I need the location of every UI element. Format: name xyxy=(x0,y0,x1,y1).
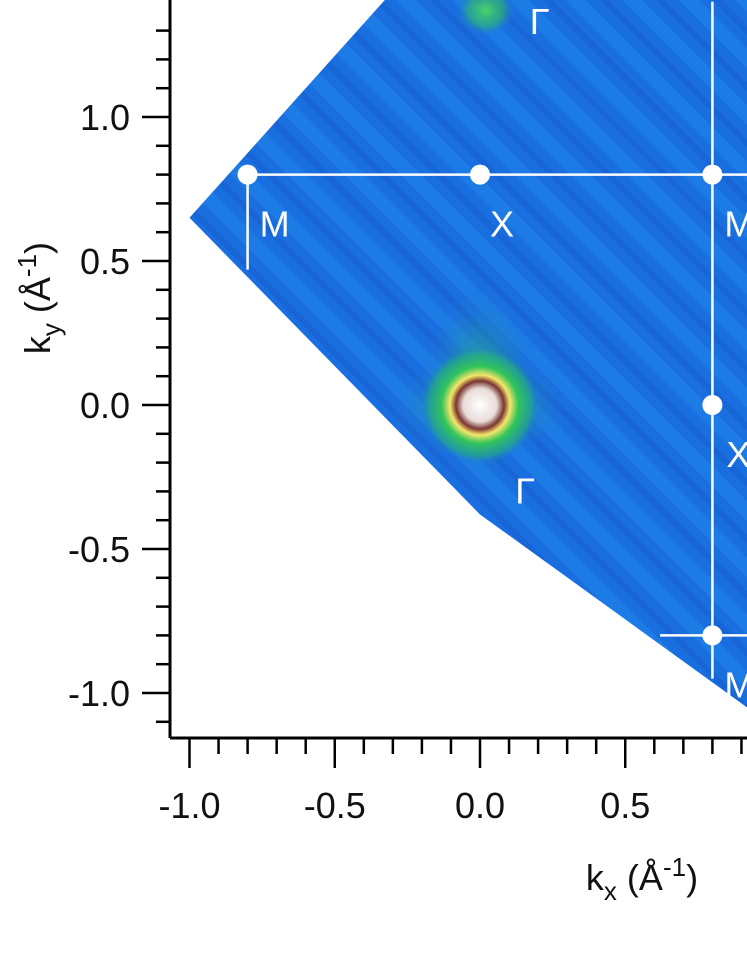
x-axis-label: kx (Å-1) xyxy=(586,852,698,906)
symmetry-point-dot xyxy=(702,395,723,415)
symmetry-point-label: M xyxy=(260,204,290,245)
y-axis-label: ky (Å-1) xyxy=(12,242,66,354)
intensity-spot xyxy=(455,0,516,37)
y-tick-label: 0.0 xyxy=(80,385,130,426)
symmetry-point-label: M xyxy=(724,204,747,245)
symmetry-point-dot xyxy=(237,164,258,185)
x-tick-label: -1.0 xyxy=(158,785,220,826)
y-tick-label: 0.5 xyxy=(80,241,130,282)
symmetry-point-label: X xyxy=(490,204,514,245)
gamma-label: Γ xyxy=(515,470,535,511)
intensity-spot xyxy=(420,345,540,465)
symmetry-point-dot xyxy=(702,625,723,646)
x-tick-label: 0.0 xyxy=(455,785,505,826)
symmetry-point-label: M xyxy=(724,664,747,705)
y-tick-label: -0.5 xyxy=(68,529,130,570)
x-tick-label: 0.5 xyxy=(600,785,650,826)
brillouin-zone-lines xyxy=(246,1,747,679)
high-symmetry-points: M X M X M Γ Γ xyxy=(237,1,747,705)
y-tick-label: 1.0 xyxy=(80,97,130,138)
symmetry-point-dot xyxy=(702,164,723,185)
x-tick-label: -0.5 xyxy=(304,785,366,826)
gamma-label: Γ xyxy=(530,1,550,42)
axes: -1.0 -0.5 0.0 0.5 1.0 -1.0 -0.5 0.0 0.5 kx (Å-1) k… xyxy=(12,0,747,906)
symmetry-point-label: X xyxy=(726,434,747,475)
symmetry-point-dot xyxy=(470,164,490,185)
y-tick-label: -1.0 xyxy=(68,673,130,714)
